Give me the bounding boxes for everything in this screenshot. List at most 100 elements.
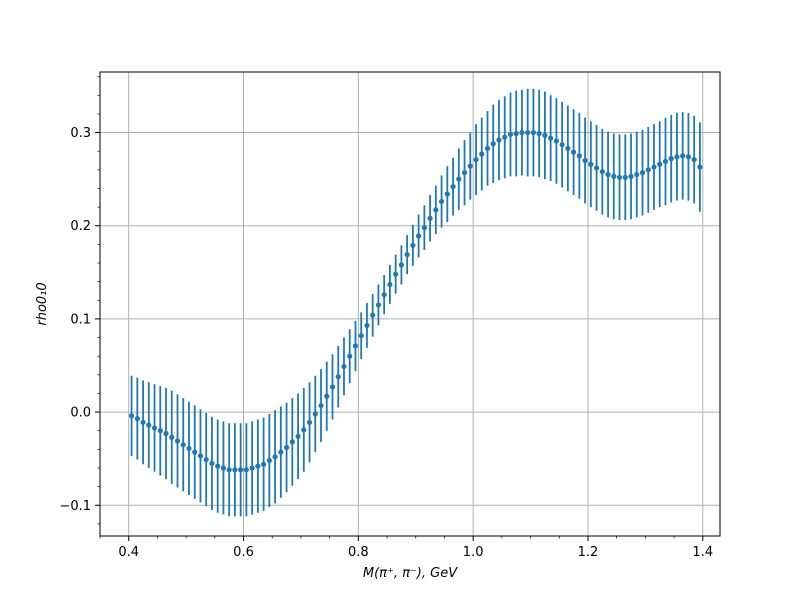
data-point — [249, 465, 255, 471]
data-point — [502, 134, 508, 140]
minor-ticks — [97, 76, 675, 539]
data-point — [283, 444, 290, 451]
y-tick-label: 0.0 — [70, 406, 91, 421]
data-point — [461, 170, 468, 176]
data-point — [548, 135, 554, 141]
data-point — [197, 453, 204, 459]
data-point — [186, 445, 192, 452]
data-point — [651, 164, 657, 170]
data-point — [192, 449, 198, 455]
data-point — [381, 292, 387, 298]
data-point — [134, 416, 140, 422]
data-point — [490, 141, 496, 147]
data-point — [295, 433, 301, 439]
data-point — [398, 262, 404, 268]
y-tick-label: −0.1 — [59, 499, 91, 514]
data-point — [674, 154, 680, 160]
x-tick-label: 0.6 — [233, 545, 254, 560]
data-point — [697, 164, 703, 170]
x-axis-label: M(π⁺, π⁻), GeV — [363, 566, 458, 581]
data-point — [243, 467, 249, 473]
data-point — [484, 145, 491, 152]
data-point — [685, 154, 692, 160]
data-point — [593, 165, 600, 171]
data-point — [146, 422, 152, 428]
y-axis-label: rho0₁0 — [35, 282, 50, 325]
data-point — [393, 271, 399, 277]
data-point — [220, 465, 227, 471]
data-point — [536, 130, 542, 137]
data-point — [680, 153, 686, 159]
data-point — [525, 129, 531, 136]
x-tick-label: 0.4 — [118, 545, 139, 560]
data-point — [576, 153, 582, 159]
data-point — [507, 131, 514, 138]
data-point — [301, 427, 307, 433]
y-tick-label: 0.1 — [70, 312, 91, 327]
data-series — [128, 88, 703, 517]
data-point — [404, 252, 410, 258]
data-point — [266, 457, 272, 464]
data-point — [662, 158, 669, 165]
data-point — [467, 163, 473, 169]
data-point — [611, 173, 617, 179]
data-point — [364, 322, 370, 329]
data-point — [444, 191, 450, 197]
data-point — [605, 171, 611, 178]
data-point — [530, 129, 537, 136]
data-point — [691, 156, 697, 163]
y-tick-label: 0.2 — [70, 219, 91, 234]
grid — [100, 72, 720, 536]
data-point — [352, 343, 359, 349]
data-point — [209, 460, 215, 466]
data-point — [450, 184, 456, 190]
data-point — [306, 419, 313, 425]
data-point — [628, 173, 634, 179]
data-point — [668, 156, 674, 162]
y-tick-label: 0.3 — [70, 126, 91, 141]
data-point — [278, 449, 284, 455]
data-point — [421, 224, 427, 231]
plot-frame — [99, 71, 721, 537]
data-point — [151, 425, 158, 431]
data-point — [128, 413, 135, 419]
data-point — [456, 176, 462, 182]
x-tick-label: 1.4 — [692, 545, 713, 560]
data-point — [272, 454, 278, 460]
data-point — [157, 428, 163, 434]
data-point — [329, 384, 336, 390]
data-point — [582, 157, 588, 164]
data-point — [370, 312, 376, 318]
data-point — [416, 233, 422, 239]
x-tick-label: 0.8 — [348, 545, 369, 560]
data-point — [438, 198, 445, 205]
data-point — [255, 463, 261, 469]
data-point — [427, 215, 433, 221]
data-point — [347, 353, 353, 359]
data-point — [433, 207, 439, 213]
data-point — [645, 167, 651, 173]
x-tick-label: 1.0 — [463, 545, 484, 560]
data-point — [553, 138, 559, 144]
data-point — [639, 170, 646, 176]
data-point — [324, 393, 330, 399]
data-point — [513, 130, 519, 137]
data-point — [341, 363, 347, 370]
data-point — [238, 467, 244, 473]
axis-ticks: 0.4 0.6 0.8 1.0 1.2 1.4 −0.1 0.0 0.1 0.2 0.3 — [59, 126, 713, 560]
data-point — [657, 161, 663, 167]
data-point — [588, 161, 594, 167]
data-point — [312, 411, 318, 417]
data-point — [375, 302, 382, 308]
x-tick-label: 1.2 — [578, 545, 599, 560]
data-point — [634, 171, 640, 178]
data-point — [519, 129, 525, 136]
data-point — [622, 174, 628, 180]
data-point — [232, 467, 238, 473]
data-point — [289, 439, 295, 445]
data-point — [140, 419, 146, 425]
data-point — [318, 402, 324, 409]
data-point — [599, 169, 605, 175]
